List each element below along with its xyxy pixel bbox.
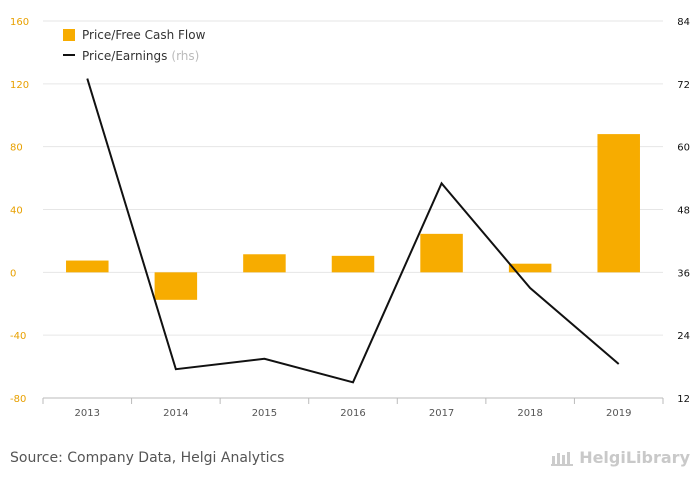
right-tick-label: 36	[677, 268, 690, 279]
x-tick-label: 2019	[606, 408, 631, 419]
brand-name: HelgiLibrary	[579, 448, 690, 467]
chart-canvas: 2013 2014 2015 2016 2017 2018 2019 -80 -40 0 40 80…	[10, 17, 690, 419]
left-y-axis: -80 -40 0 40 80 120 160	[10, 17, 29, 405]
gridlines	[43, 20, 663, 399]
legend-label-line: Price/Earnings (rhs)	[82, 49, 199, 63]
legend-label-bar: Price/Free Cash Flow	[82, 28, 206, 42]
right-tick-label: 48	[677, 206, 690, 217]
x-tick-label: 2015	[252, 408, 277, 419]
right-tick-label: 84	[677, 17, 690, 28]
line-series	[86, 78, 620, 384]
x-tick-label: 2014	[163, 408, 188, 419]
brand-logo: HelgiLibrary	[551, 448, 690, 467]
right-y-axis: 12 24 36 48 60 72 84	[677, 17, 690, 405]
x-tick-label: 2016	[340, 408, 365, 419]
x-tick-label: 2013	[75, 408, 100, 419]
legend: Price/Free Cash Flow Price/Earnings (rhs)	[63, 28, 206, 63]
left-tick-label: 120	[10, 80, 29, 91]
right-tick-label: 12	[677, 394, 690, 405]
footer: Source: Company Data, Helgi Analytics He…	[0, 440, 700, 483]
left-tick-label: 0	[10, 268, 16, 279]
x-axis: 2013 2014 2015 2016 2017 2018 2019	[42, 397, 664, 419]
x-tick-label: 2018	[517, 408, 542, 419]
left-tick-label: 160	[10, 17, 29, 28]
legend-line-name: Price/Earnings	[82, 49, 167, 63]
right-tick-label: 24	[677, 331, 690, 342]
bar	[508, 263, 552, 273]
line-path	[86, 78, 620, 384]
left-tick-label: -80	[10, 394, 26, 405]
left-tick-label: 40	[10, 206, 23, 217]
x-tick-label: 2017	[429, 408, 454, 419]
left-tick-label: 80	[10, 143, 23, 154]
source-note: Source: Company Data, Helgi Analytics	[10, 450, 285, 466]
bar	[331, 255, 375, 273]
right-tick-label: 72	[677, 80, 690, 91]
left-tick-label: -40	[10, 331, 26, 342]
bar	[597, 134, 640, 273]
bar	[420, 233, 463, 273]
library-icon	[551, 451, 574, 466]
right-tick-label: 60	[677, 143, 690, 154]
bar	[66, 260, 109, 273]
legend-swatch-bar	[63, 29, 75, 41]
bar	[154, 272, 198, 300]
bar-series	[66, 134, 640, 300]
bar	[243, 254, 286, 273]
legend-line-suffix: (rhs)	[171, 49, 199, 63]
